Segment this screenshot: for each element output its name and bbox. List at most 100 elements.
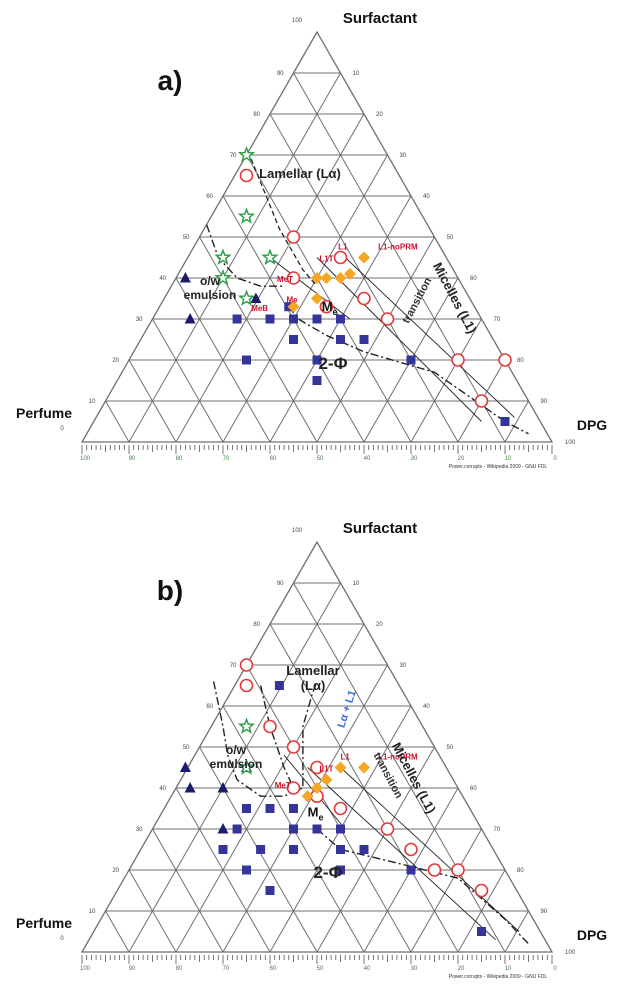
surfactant-tick-labels: 10 20 30 40 50 60 70 80 90 (89, 71, 284, 405)
surfactant-tick-label: 30 (136, 827, 143, 833)
dpg-tick-label: 70 (494, 317, 501, 323)
grid-line-perfume (457, 869, 506, 953)
data-point-circle (380, 312, 395, 326)
data-point-diamond (320, 272, 333, 284)
data-point-square (265, 314, 275, 324)
data-point-triangle (179, 272, 191, 283)
data-point-circle (404, 842, 418, 857)
dpg-tick-label: 90 (541, 399, 548, 405)
data-markers (179, 145, 512, 426)
data-point-triangle (179, 761, 191, 772)
surfactant-tick-label: 60 (206, 194, 213, 200)
data-point-square (336, 314, 345, 324)
top-corner-value: 100 (292, 18, 303, 24)
bottom-scale-label: 20 (458, 456, 465, 462)
data-point-triangle (250, 292, 262, 303)
data-point-circle (310, 760, 324, 775)
me-label: Me (308, 805, 324, 823)
data-point-circle (319, 299, 334, 314)
panel-label: a) (158, 65, 183, 96)
data-point-square (242, 355, 251, 365)
grid-line-dpg (152, 318, 224, 443)
point-labels: L1-noPRM L1 L1T MeT (275, 752, 418, 790)
dpg-tick-label: 40 (423, 194, 430, 200)
grid-line-dpg (293, 582, 506, 953)
data-point-triangle (217, 823, 229, 834)
bottom-scale-label: 30 (411, 456, 418, 462)
surfactant-tick-label: 40 (159, 276, 166, 282)
surfactant-tick-label: 80 (253, 112, 260, 118)
surfactant-tick-label: 90 (277, 71, 284, 77)
data-point-square (218, 845, 228, 854)
bottom-scale-label: 90 (129, 456, 136, 462)
surfactant-tick-label: 90 (277, 581, 284, 587)
dpg-tick-label: 50 (447, 235, 454, 241)
axis-title-right: DPG (577, 927, 607, 943)
phase-boundary-2phase (316, 828, 530, 945)
surfactant-tick-label: 60 (206, 704, 213, 710)
region-label: Lα + L1 (335, 689, 358, 730)
surfactant-tick-label: 70 (230, 153, 237, 159)
grid-line-dpg (175, 277, 271, 443)
top-corner-value: 100 (292, 528, 303, 534)
data-point-square (359, 335, 369, 344)
data-point-diamond (334, 761, 347, 774)
bottom-scale-label: 40 (364, 966, 371, 972)
surfactant-tick-label: 50 (183, 745, 190, 751)
bottom-scale-label: 70 (223, 966, 230, 972)
axis-title-left: Perfume (16, 405, 72, 421)
data-point-diamond (311, 272, 323, 284)
data-point-square (265, 804, 275, 813)
data-point-square (336, 865, 345, 875)
bottom-scale-label: 70 (223, 456, 230, 462)
bottom-scale-label: 0 (553, 966, 557, 972)
phase-boundaries (212, 681, 530, 945)
region-label: transition (400, 275, 434, 325)
data-point-square (336, 845, 345, 854)
dpg-tick-label: 90 (541, 909, 548, 915)
data-point-triangle (217, 782, 229, 793)
point-label: Me (286, 296, 298, 305)
boundary-transition-2 (344, 257, 515, 418)
surfactant-tick-label: 20 (112, 358, 119, 364)
bottom-scale-label: 0 (553, 456, 557, 462)
data-point-diamond (311, 782, 323, 794)
bottom-scale-label: 80 (176, 456, 183, 462)
bottom-scale-label: 30 (411, 966, 418, 972)
data-point-diamond (320, 773, 333, 786)
triangle-outline (80, 540, 554, 953)
data-point-diamond (301, 790, 314, 803)
grid-line-dpg (105, 400, 130, 443)
grid-line-perfume (128, 72, 341, 443)
triangle-outline (80, 30, 554, 443)
data-point-triangle (184, 313, 196, 324)
dpg-tick-label: 10 (353, 581, 360, 587)
boundary-transition-1 (316, 257, 482, 422)
dpg-tick-label: 70 (494, 827, 501, 833)
dpg-tick-labels: 10 20 30 40 50 60 70 80 90 (353, 581, 548, 915)
dpg-tick-label: 30 (400, 153, 407, 159)
credit-text: Power.corrupts - Wikipedia 2009 - GNU FD… (449, 464, 548, 470)
bottom-scale-label: 20 (458, 966, 465, 972)
data-point-diamond (358, 251, 370, 264)
data-point-star (237, 289, 256, 306)
point-label: MeT (277, 275, 293, 284)
bottom-scale-label: 10 (505, 966, 512, 972)
data-point-square (289, 824, 298, 834)
credit-text: Power.corrupts - Wikipedia 2009 - GNU FD… (449, 974, 548, 980)
point-label: L1T (319, 255, 333, 264)
data-point-circle (451, 863, 465, 877)
dpg-tick-label: 50 (447, 745, 454, 751)
data-point-square (406, 865, 416, 875)
grid-line-dpg (175, 787, 271, 953)
data-point-circle (333, 250, 348, 265)
point-label: MeT (275, 781, 291, 790)
point-label: L1 (338, 242, 348, 251)
data-point-circle (380, 822, 395, 836)
data-point-diamond (287, 300, 300, 313)
region-label: 2-Φ (318, 354, 347, 373)
grid-line-dpg (199, 236, 318, 443)
left-corner-value: 0 (60, 936, 64, 942)
data-point-square (289, 804, 298, 813)
